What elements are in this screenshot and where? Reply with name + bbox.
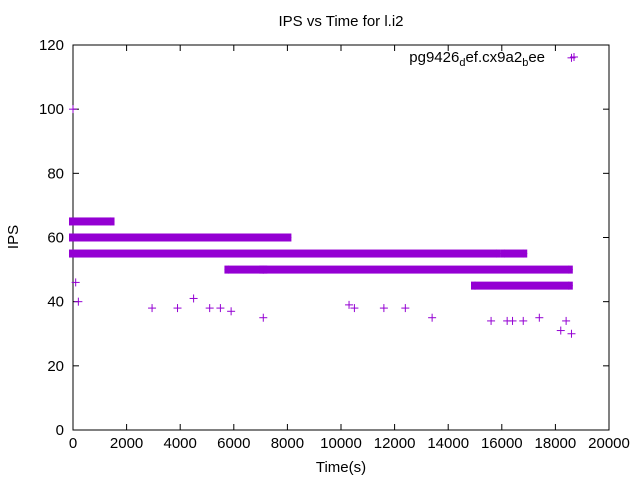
y-tick-label: 80 [47,165,64,182]
data-point [564,265,573,274]
data-point [487,316,496,325]
data-point [283,233,292,242]
legend-label: pg9426def.cx9a2bee [409,49,545,69]
data-point [71,278,80,287]
data-point [471,281,479,290]
x-axis: 0 2000 4000 6000 8000 10000 12000 14000 16000 180… [69,45,630,452]
x-tick-label: 14000 [427,435,469,452]
y-tick-label: 60 [47,230,64,247]
x-tick-label: 12000 [374,435,416,452]
data-marks [69,53,576,338]
y-axis-label: IPS [5,225,22,249]
x-tick-label: 6000 [217,435,250,452]
x-axis-label: Time(s) [316,459,366,476]
data-band [69,217,115,226]
data-point [492,249,501,258]
data-point [401,304,410,313]
data-point [345,300,354,309]
x-tick-label: 2000 [110,435,143,452]
data-point [379,304,388,313]
data-point [519,249,528,258]
data-point [519,316,528,325]
data-point [227,307,236,316]
data-point [189,294,198,303]
data-point [69,249,77,258]
data-point [148,304,157,313]
data-point [259,313,268,322]
data-point [216,304,225,313]
x-tick-label: 20000 [588,435,630,452]
data-point [205,304,214,313]
data-point [535,313,544,322]
y-tick-label: 100 [39,101,64,118]
data-point [173,304,182,313]
chart-title: IPS vs Time for l.i2 [278,13,403,30]
data-point [69,217,77,226]
x-tick-label: 10000 [320,435,362,452]
data-band [224,265,268,274]
data-point [74,297,83,306]
x-tick-label: 18000 [535,435,577,452]
y-tick-label: 40 [47,294,64,311]
data-point [224,265,233,274]
data-point [508,316,517,325]
y-axis: 0 20 40 60 80 100 120 [39,37,609,439]
y-tick-label: 120 [39,37,64,54]
data-point [562,316,571,325]
data-point [261,233,270,242]
legend: pg9426def.cx9a2bee [409,49,578,69]
data-point [556,326,565,335]
x-tick-label: 0 [69,435,77,452]
data-point [500,249,509,258]
data-band [261,233,292,242]
data-point [567,329,576,338]
data-band [500,249,528,258]
x-tick-label: 8000 [271,435,304,452]
data-band [69,249,501,258]
data-band [471,281,573,290]
data-point [350,304,359,313]
x-tick-label: 16000 [481,435,523,452]
data-band [69,233,270,242]
y-tick-label: 0 [56,422,64,439]
x-tick-label: 4000 [164,435,197,452]
data-point [106,217,115,226]
data-point [259,265,268,274]
data-point [564,281,573,290]
y-tick-label: 20 [47,358,64,375]
data-band [259,265,573,274]
data-point [428,313,437,322]
data-point [69,105,77,114]
data-point [69,233,77,242]
